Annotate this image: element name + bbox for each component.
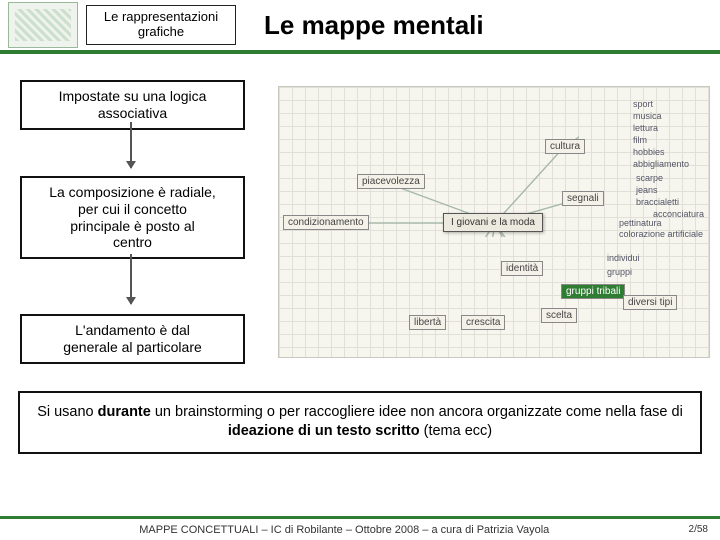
bottom-box: Si usano durante un brainstorming o per … <box>18 391 702 454</box>
slide-title: Le mappe mentali <box>264 10 484 41</box>
bottom-bold2: ideazione di un testo scritto <box>228 423 420 439</box>
leaf-individui: individui <box>605 253 642 263</box>
bottom-bold1: durante <box>98 404 151 420</box>
box-3-l1: L'andamento è dal <box>32 322 233 339</box>
arrow-2 <box>130 254 132 304</box>
branch-condizionamento: condizionamento <box>283 215 369 230</box>
box-2-l2: per cui il concetto <box>32 201 233 218</box>
subtitle-box: Le rappresentazioni grafiche <box>86 5 236 45</box>
leaf-hobbies: hobbies <box>631 147 667 157</box>
page-counter: 2/58 <box>689 524 708 535</box>
slide-header: Le rappresentazioni grafiche Le mappe me… <box>0 0 720 54</box>
branch-diversi-tipi: diversi tipi <box>623 295 677 310</box>
leaf-sport: sport <box>631 99 655 109</box>
arrow-1 <box>130 122 132 168</box>
leaf-scarpe: scarpe <box>634 173 665 183</box>
box-2-l1: La composizione è radiale, <box>32 184 233 201</box>
branch-liberta: libertà <box>409 315 446 330</box>
slide-footer: MAPPE CONCETTUALI – IC di Robilante – Ot… <box>0 516 720 540</box>
mindmap-diagram: I giovani e la moda piacevolezza condizi… <box>278 86 710 358</box>
box-1-l2: associativa <box>32 105 233 122</box>
bottom-pre: Si usano <box>37 404 97 420</box>
branch-crescita: crescita <box>461 315 505 330</box>
box-1: Impostate su una logica associativa <box>20 80 245 130</box>
branch-identita: identità <box>501 261 543 276</box>
bottom-post: (tema ecc) <box>420 423 493 439</box>
box-2-l3: principale è posto al <box>32 218 233 235</box>
leaf-film: film <box>631 135 649 145</box>
leaf-jeans: jeans <box>634 185 660 195</box>
leaf-lettura: lettura <box>631 123 660 133</box>
branch-cultura: cultura <box>545 139 585 154</box>
leaf-braccialetti: braccialetti <box>634 197 681 207</box>
footer-text: MAPPE CONCETTUALI – IC di Robilante – Ot… <box>0 524 689 536</box>
leaf-gruppi: gruppi <box>605 267 634 277</box>
leaf-abbigliamento: abbigliamento <box>631 159 691 169</box>
branch-gruppi-tribali: gruppi tribali <box>561 284 625 299</box>
box-3-l2: generale al particolare <box>32 339 233 356</box>
box-3: L'andamento è dal generale al particolar… <box>20 314 245 364</box>
box-2: La composizione è radiale, per cui il co… <box>20 176 245 259</box>
leaf-colorazione: colorazione artificiale <box>617 229 705 239</box>
branch-scelta: scelta <box>541 308 577 323</box>
bottom-mid: un brainstorming o per raccogliere idee … <box>151 404 683 420</box>
subtitle-line2: grafiche <box>97 25 225 40</box>
center-node: I giovani e la moda <box>443 213 543 232</box>
slide-content: Impostate su una logica associativa La c… <box>0 54 720 472</box>
subtitle-line1: Le rappresentazioni <box>97 10 225 25</box>
branch-segnali: segnali <box>562 191 604 206</box>
branch-piacevolezza: piacevolezza <box>357 174 425 189</box>
logo-image <box>8 2 78 48</box>
box-1-l1: Impostate su una logica <box>32 88 233 105</box>
leaf-musica: musica <box>631 111 664 121</box>
leaf-pettinatura: pettinatura <box>617 218 664 228</box>
box-2-l4: centro <box>32 234 233 251</box>
